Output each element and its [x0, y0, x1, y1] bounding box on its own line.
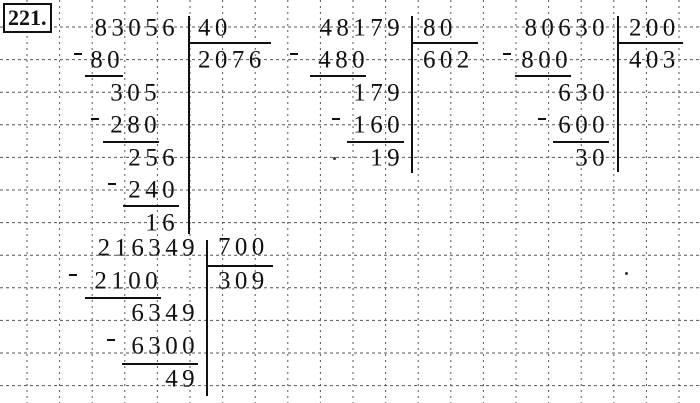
minus-sign [503, 53, 511, 55]
divisor-line [189, 42, 271, 44]
underline [85, 297, 161, 299]
divisor: 80 [423, 14, 457, 42]
minus-sign [69, 274, 77, 276]
quotient: 309 [218, 267, 269, 295]
divisor: 700 [218, 233, 269, 261]
step: 80 [90, 46, 124, 74]
minus-sign [290, 53, 298, 55]
division-bar [411, 16, 413, 173]
divisor-line [618, 42, 683, 44]
remainder: 16 [145, 209, 179, 237]
underline [310, 75, 366, 77]
underline [103, 141, 159, 143]
remainder: 19 [370, 144, 404, 172]
underline [123, 205, 179, 207]
step: 6300 [131, 332, 199, 360]
minus-sign [91, 118, 99, 120]
dividend: 216349 [97, 234, 199, 262]
dividend: 80630 [524, 14, 609, 42]
remainder: 30 [575, 144, 609, 172]
step: 305 [110, 79, 161, 107]
ink-speck [625, 272, 628, 275]
division-bar [206, 240, 208, 396]
step: 256 [128, 144, 179, 172]
step: 280 [110, 111, 161, 139]
division-bar [188, 16, 190, 234]
underline [85, 75, 123, 77]
minus-sign [108, 183, 116, 185]
minus-sign [332, 118, 340, 120]
step: 630 [558, 79, 609, 107]
division-bar [617, 16, 619, 172]
step: 480 [318, 46, 369, 74]
divisor: 40 [198, 14, 232, 42]
underline [515, 75, 571, 77]
quotient: 602 [423, 46, 474, 74]
step: 800 [521, 46, 572, 74]
divisor-line [412, 42, 478, 44]
dividend: 48179 [319, 14, 404, 42]
step: 160 [353, 111, 404, 139]
dividend: 83056 [94, 14, 179, 42]
step: 240 [128, 176, 179, 204]
minus-sign [107, 339, 115, 341]
step: 600 [558, 111, 609, 139]
step: 6349 [131, 299, 199, 327]
minus-sign [74, 53, 82, 55]
underline [347, 141, 404, 143]
ink-speck [333, 157, 336, 160]
step: 2100 [94, 267, 162, 295]
divisor: 200 [629, 14, 680, 42]
exercise-number: 221. [3, 3, 52, 33]
minus-sign [538, 118, 546, 120]
step: 179 [353, 79, 404, 107]
underline [122, 363, 198, 365]
remainder: 49 [165, 365, 199, 393]
divisor-line [207, 265, 273, 267]
quotient: 403 [629, 46, 680, 74]
underline [553, 141, 609, 143]
quotient: 2076 [198, 46, 266, 74]
